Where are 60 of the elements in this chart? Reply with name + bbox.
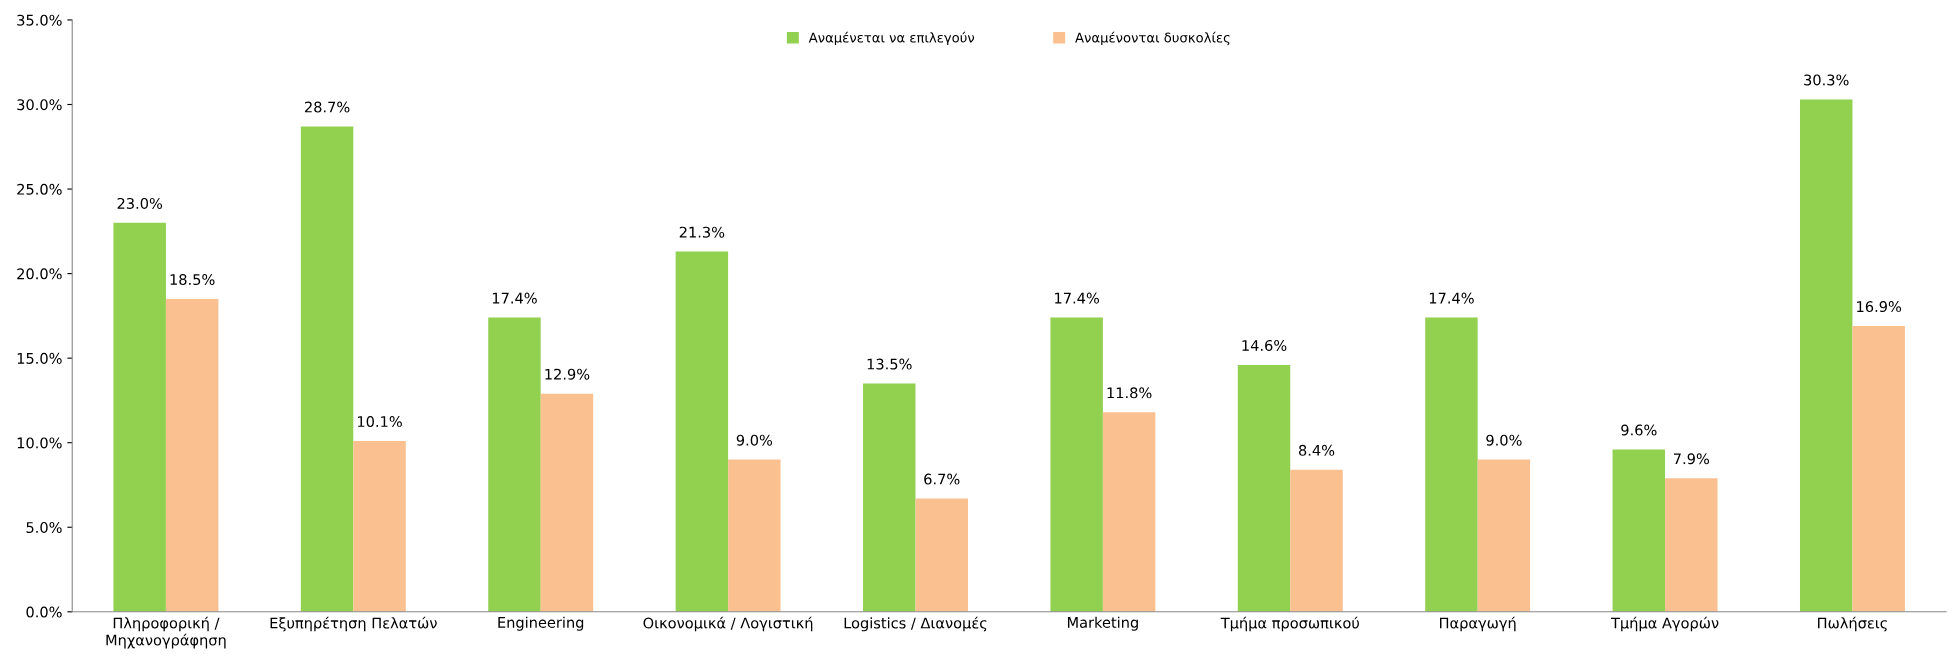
data-label: 28.7%: [304, 101, 350, 113]
bar: [1102, 412, 1156, 612]
data-label: 23.0%: [117, 197, 163, 209]
data-label: 17.4%: [492, 292, 537, 304]
y-tick-label: 20.0%: [17, 268, 62, 280]
y-tick-label: 30.0%: [17, 99, 62, 111]
data-label: 10.1%: [357, 416, 402, 428]
x-tick-label: Τμήμα Αγορών: [1610, 616, 1719, 632]
legend-label: Αναμένονται δυσκολίες: [1075, 31, 1230, 46]
x-tick-label: Εξυπηρέτηση Πελατών: [270, 616, 437, 632]
x-tick-label: Logistics / Διανομές: [844, 616, 987, 632]
bar: [113, 222, 166, 612]
bar: [728, 459, 781, 612]
bar: [353, 441, 406, 612]
data-label: 9.0%: [736, 434, 773, 446]
data-label: 16.9%: [1857, 301, 1902, 313]
x-tick-label: Πληροφορική / Μηχανογράφηση: [106, 616, 226, 649]
data-label: 12.9%: [545, 368, 590, 380]
data-label: 7.9%: [1673, 453, 1710, 465]
x-tick-label: Marketing: [1067, 616, 1138, 631]
bar: [165, 298, 219, 612]
x-tick-label: Παραγωγή: [1440, 616, 1516, 632]
data-label: 9.0%: [1486, 434, 1522, 446]
data-label: 17.4%: [1429, 292, 1474, 304]
y-tick-label: 35.0%: [17, 14, 62, 26]
bar: [488, 317, 541, 612]
legend-label: Αναμένεται να επιλεγούν: [808, 31, 975, 46]
bar: [1237, 364, 1291, 612]
data-label: 14.6%: [1242, 339, 1287, 351]
y-tick-label: 25.0%: [17, 183, 62, 195]
x-tick-label: Οικονομικά / Λογιστική: [643, 616, 813, 632]
bar: [1852, 326, 1905, 612]
bar: [1477, 459, 1531, 612]
bar: [300, 126, 354, 612]
bar: [1050, 317, 1103, 612]
bar: [1799, 99, 1853, 612]
y-tick-label: 15.0%: [17, 352, 62, 364]
bar: [1665, 478, 1718, 612]
data-label: 30.3%: [1804, 74, 1849, 86]
bar: [675, 251, 729, 612]
bar: [1290, 469, 1343, 612]
bar: [540, 393, 594, 612]
x-tick-label: Τμήμα προσωπικού: [1220, 616, 1359, 632]
data-label: 21.3%: [679, 226, 725, 238]
bar: [1425, 317, 1478, 612]
data-label: 18.5%: [170, 274, 215, 286]
data-label: 17.4%: [1055, 292, 1099, 304]
data-label: 6.7%: [924, 473, 960, 485]
bar: [1612, 449, 1666, 612]
data-label: 13.5%: [867, 358, 912, 370]
bar: [863, 383, 916, 612]
data-label: 9.6%: [1621, 424, 1657, 436]
x-tick-label: Engineering: [498, 616, 584, 631]
data-label: 11.8%: [1107, 387, 1152, 399]
y-tick-label: 5.0%: [26, 521, 62, 533]
x-tick-label: Πωλήσεις: [1818, 616, 1887, 632]
data-label: 8.4%: [1298, 444, 1335, 456]
y-tick-label: 10.0%: [17, 437, 62, 449]
y-tick-label: 0.0%: [26, 606, 62, 618]
bar: [915, 498, 968, 612]
